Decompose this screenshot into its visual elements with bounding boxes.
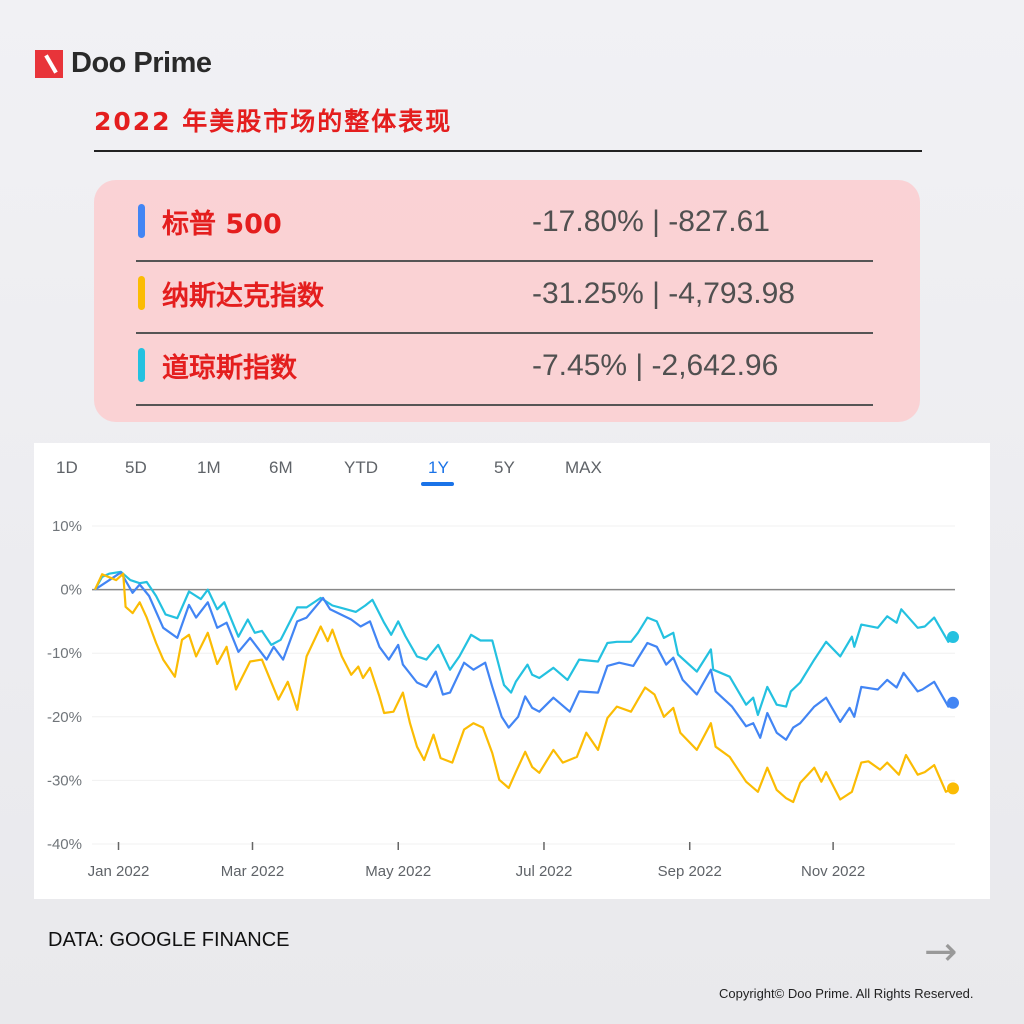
row-divider	[136, 260, 873, 262]
nasdaq-color-marker	[138, 276, 145, 310]
row-divider	[136, 332, 873, 334]
copyright: Copyright© Doo Prime. All Rights Reserve…	[719, 986, 974, 1001]
tab-5d[interactable]: 5D	[125, 458, 147, 477]
tab-1y[interactable]: 1Y	[428, 458, 449, 477]
arrow-right-icon[interactable]: →	[924, 929, 958, 975]
x-tick-label: Sep 2022	[658, 863, 722, 880]
dow-end-point	[947, 630, 959, 643]
data-source: DATA: GOOGLE FINANCE	[48, 929, 290, 951]
y-tick-label: -40%	[47, 836, 82, 853]
index-row-sp500: 标普 500 -17.80% | -827.61	[94, 180, 920, 262]
y-tick-label: 0%	[60, 582, 82, 599]
tab-max[interactable]: MAX	[565, 458, 602, 477]
sp500-line	[94, 571, 954, 741]
x-tick-label: Jul 2022	[516, 863, 573, 880]
dow-line	[94, 570, 954, 716]
tab-1d[interactable]: 1D	[56, 458, 78, 477]
doo-prime-logo-icon	[35, 49, 63, 78]
nasdaq-line	[94, 572, 954, 804]
x-tick-label: Mar 2022	[221, 863, 284, 880]
dow-color-marker	[138, 348, 145, 382]
tab-5y[interactable]: 5Y	[494, 458, 515, 477]
index-change: -17.80% | -827.61	[532, 205, 770, 238]
title-divider	[94, 150, 922, 152]
y-tick-label: -30%	[47, 772, 82, 789]
y-tick-label: 10%	[52, 518, 82, 535]
index-row-dow: 道琼斯指数 -7.45% | -2,642.96	[94, 324, 920, 406]
nasdaq-end-point	[947, 782, 959, 795]
index-summary-card: 标普 500 -17.80% | -827.61 纳斯达克指数 -31.25% …	[94, 180, 920, 422]
brand-logo: Doo Prime	[35, 47, 212, 80]
tab-ytd[interactable]: YTD	[344, 458, 378, 477]
index-row-nasdaq: 纳斯达克指数 -31.25% | -4,793.98	[94, 252, 920, 334]
active-tab-indicator	[421, 482, 454, 486]
x-tick-label: Jan 2022	[88, 863, 150, 880]
sp500-color-marker	[138, 204, 145, 238]
y-tick-label: -20%	[47, 709, 82, 726]
chart-panel	[34, 443, 990, 899]
sp500-end-point	[947, 696, 959, 709]
row-divider	[136, 404, 873, 406]
brand-name: Doo Prime	[71, 47, 212, 79]
index-name: 纳斯达克指数	[162, 281, 324, 312]
tab-6m[interactable]: 6M	[269, 458, 293, 477]
index-name: 道琼斯指数	[162, 353, 297, 384]
page-title: 2022 年美股市场的整体表现	[94, 107, 453, 136]
index-change: -31.25% | -4,793.98	[532, 277, 795, 310]
index-change: -7.45% | -2,642.96	[532, 349, 779, 382]
x-tick-label: May 2022	[365, 863, 431, 880]
index-name: 标普 500	[162, 209, 282, 240]
y-tick-label: -10%	[47, 645, 82, 662]
x-tick-label: Nov 2022	[801, 863, 865, 880]
tab-1m[interactable]: 1M	[197, 458, 221, 477]
